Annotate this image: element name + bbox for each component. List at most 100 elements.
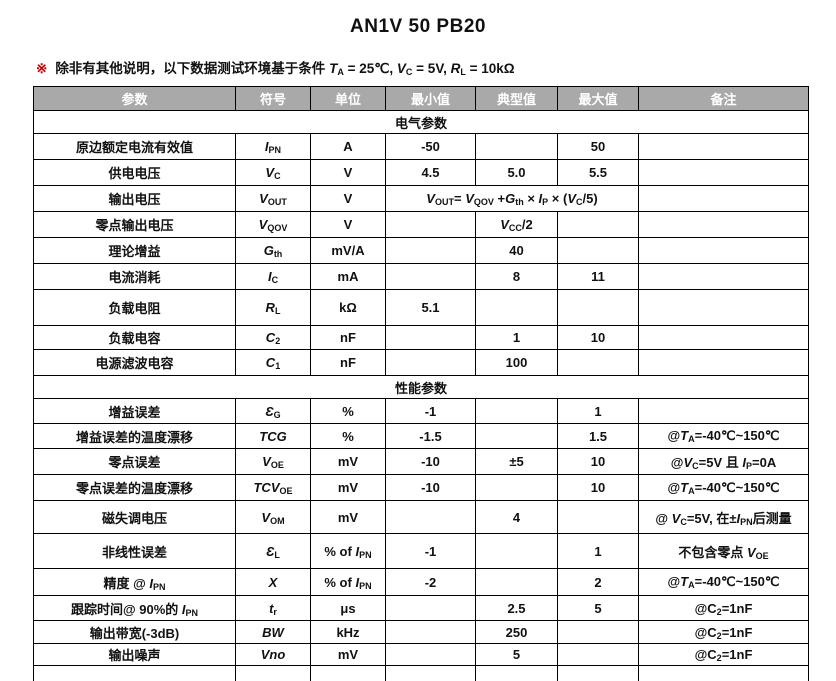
empty-cell (638, 665, 809, 681)
symbol-cell: TCG (235, 423, 311, 449)
min-cell (385, 237, 476, 264)
param-cell: 零点输出电压 (33, 211, 236, 238)
remark-cell (638, 133, 809, 160)
param-cell: 跟踪时间@ 90%的 IPN (33, 595, 236, 621)
typ-cell: ±5 (475, 448, 558, 475)
note-text: 除非有其他说明，以下数据测试环境基于条件 TA = 25℃, VC = 5V, … (55, 61, 515, 77)
remark-cell (638, 398, 809, 424)
typ-cell (475, 398, 558, 424)
unit-cell: mV (310, 500, 386, 534)
unit-cell: V (310, 159, 386, 186)
table-row: 理论增益 Gth mV/A 40 (33, 237, 809, 264)
param-cell: 输出噪声 (33, 643, 236, 666)
max-cell (557, 620, 639, 644)
unit-cell: kHz (310, 620, 386, 644)
unit-cell: mA (310, 263, 386, 290)
min-cell: -2 (385, 568, 476, 596)
remark-cell: @C2=1nF (638, 643, 809, 666)
symbol-cell: ƐL (235, 533, 311, 569)
remark-cell (638, 325, 809, 350)
unit-cell: V (310, 211, 386, 238)
table-row: 供电电压 VC V 4.5 5.0 5.5 (33, 159, 809, 186)
formula-row: 输出电压 VOUT V VOUT= VQOV +Gth × IP × (VC/5) (33, 185, 809, 212)
table-row: 跟踪时间@ 90%的 IPN tr μs 2.5 5 @C2=1nF (33, 595, 809, 621)
datasheet-title: AN1V 50 PB20 (350, 16, 486, 37)
max-cell (557, 211, 639, 238)
symbol-cell: VOE (235, 448, 311, 475)
table-row: 电源滤波电容 C1 nF 100 (33, 349, 809, 376)
max-cell: 5 (557, 595, 639, 621)
unit-cell: mV (310, 643, 386, 666)
symbol-cell: VQOV (235, 211, 311, 238)
typ-cell: VCC/2 (475, 211, 558, 238)
remark-cell (638, 349, 809, 376)
typ-cell: 2.5 (475, 595, 558, 621)
remark-cell (638, 289, 809, 326)
param-cell: 增益误差的温度漂移 (33, 423, 236, 449)
column-header: 最小值 (385, 86, 476, 111)
param-cell: 电流消耗 (33, 263, 236, 290)
table-header-row: 参数 符号 单位 最小值 典型值 最大值 备注 (33, 86, 809, 111)
column-header: 最大值 (557, 86, 639, 111)
unit-cell: % of IPN (310, 533, 386, 569)
symbol-cell: ƐG (235, 398, 311, 424)
symbol-cell: C2 (235, 325, 311, 350)
remark-cell: @ VC=5V, 在±IPN后测量 (638, 500, 809, 534)
symbol-cell: TCVOE (235, 474, 311, 501)
typ-cell: 1 (475, 325, 558, 350)
param-cell: 负载电容 (33, 325, 236, 350)
param-cell: 输出电压 (33, 185, 236, 212)
column-header: 备注 (638, 86, 809, 111)
table-row: 增益误差的温度漂移 TCG% -1.5 1.5 @TA=-40℃~150℃ (33, 423, 809, 449)
unit-cell: % (310, 398, 386, 424)
symbol-cell: IPN (235, 133, 311, 160)
table-row: 零点输出电压 VQOV V VCC/2 (33, 211, 809, 238)
max-cell: 50 (557, 133, 639, 160)
symbol-cell: VC (235, 159, 311, 186)
symbol-cell: VOM (235, 500, 311, 534)
table-row: 输出带宽(-3dB) BW kHz 250 @C2=1nF (33, 620, 809, 644)
typ-cell: 5 (475, 643, 558, 666)
min-cell (385, 349, 476, 376)
symbol-cell: C1 (235, 349, 311, 376)
partial-clipped-row (33, 665, 809, 681)
param-cell: 非线性误差 (33, 533, 236, 569)
min-cell (385, 263, 476, 290)
typ-cell (475, 289, 558, 326)
symbol-cell: RL (235, 289, 311, 326)
max-cell: 1 (557, 533, 639, 569)
typ-cell (475, 533, 558, 569)
table-row: 输出噪声 Vno mV 5 @C2=1nF (33, 643, 809, 666)
table-row: 非线性误差 ƐL% of IPN -1 1 不包含零点 VOE (33, 533, 809, 569)
typ-cell: 100 (475, 349, 558, 376)
param-cell: 输出带宽(-3dB) (33, 620, 236, 644)
table-row: 零点误差 VOE mV -10 ±5 10 @VC=5V 且 IP=0A (33, 448, 809, 475)
empty-cell (475, 665, 558, 681)
max-cell: 2 (557, 568, 639, 596)
param-cell: 增益误差 (33, 398, 236, 424)
empty-cell (235, 665, 311, 681)
remark-cell (638, 159, 809, 186)
table-row: 负载电容 C2 nF 1 10 (33, 325, 809, 350)
min-cell (385, 620, 476, 644)
min-cell (385, 500, 476, 534)
param-cell: 理论增益 (33, 237, 236, 264)
column-header: 符号 (235, 86, 311, 111)
remark-cell: @TA=-40℃~150℃ (638, 568, 809, 596)
max-cell: 10 (557, 325, 639, 350)
unit-cell: nF (310, 325, 386, 350)
max-cell: 11 (557, 263, 639, 290)
unit-cell: A (310, 133, 386, 160)
column-header: 典型值 (475, 86, 558, 111)
remark-cell: 不包含零点 VOE (638, 533, 809, 569)
empty-cell (310, 665, 386, 681)
unit-cell: % of IPN (310, 568, 386, 596)
unit-cell: mV (310, 448, 386, 475)
remark-cell (638, 237, 809, 264)
min-cell: -50 (385, 133, 476, 160)
typ-cell (475, 133, 558, 160)
param-cell: 原边额定电流有效值 (33, 133, 236, 160)
max-cell: 1.5 (557, 423, 639, 449)
column-header: 参数 (33, 86, 236, 111)
